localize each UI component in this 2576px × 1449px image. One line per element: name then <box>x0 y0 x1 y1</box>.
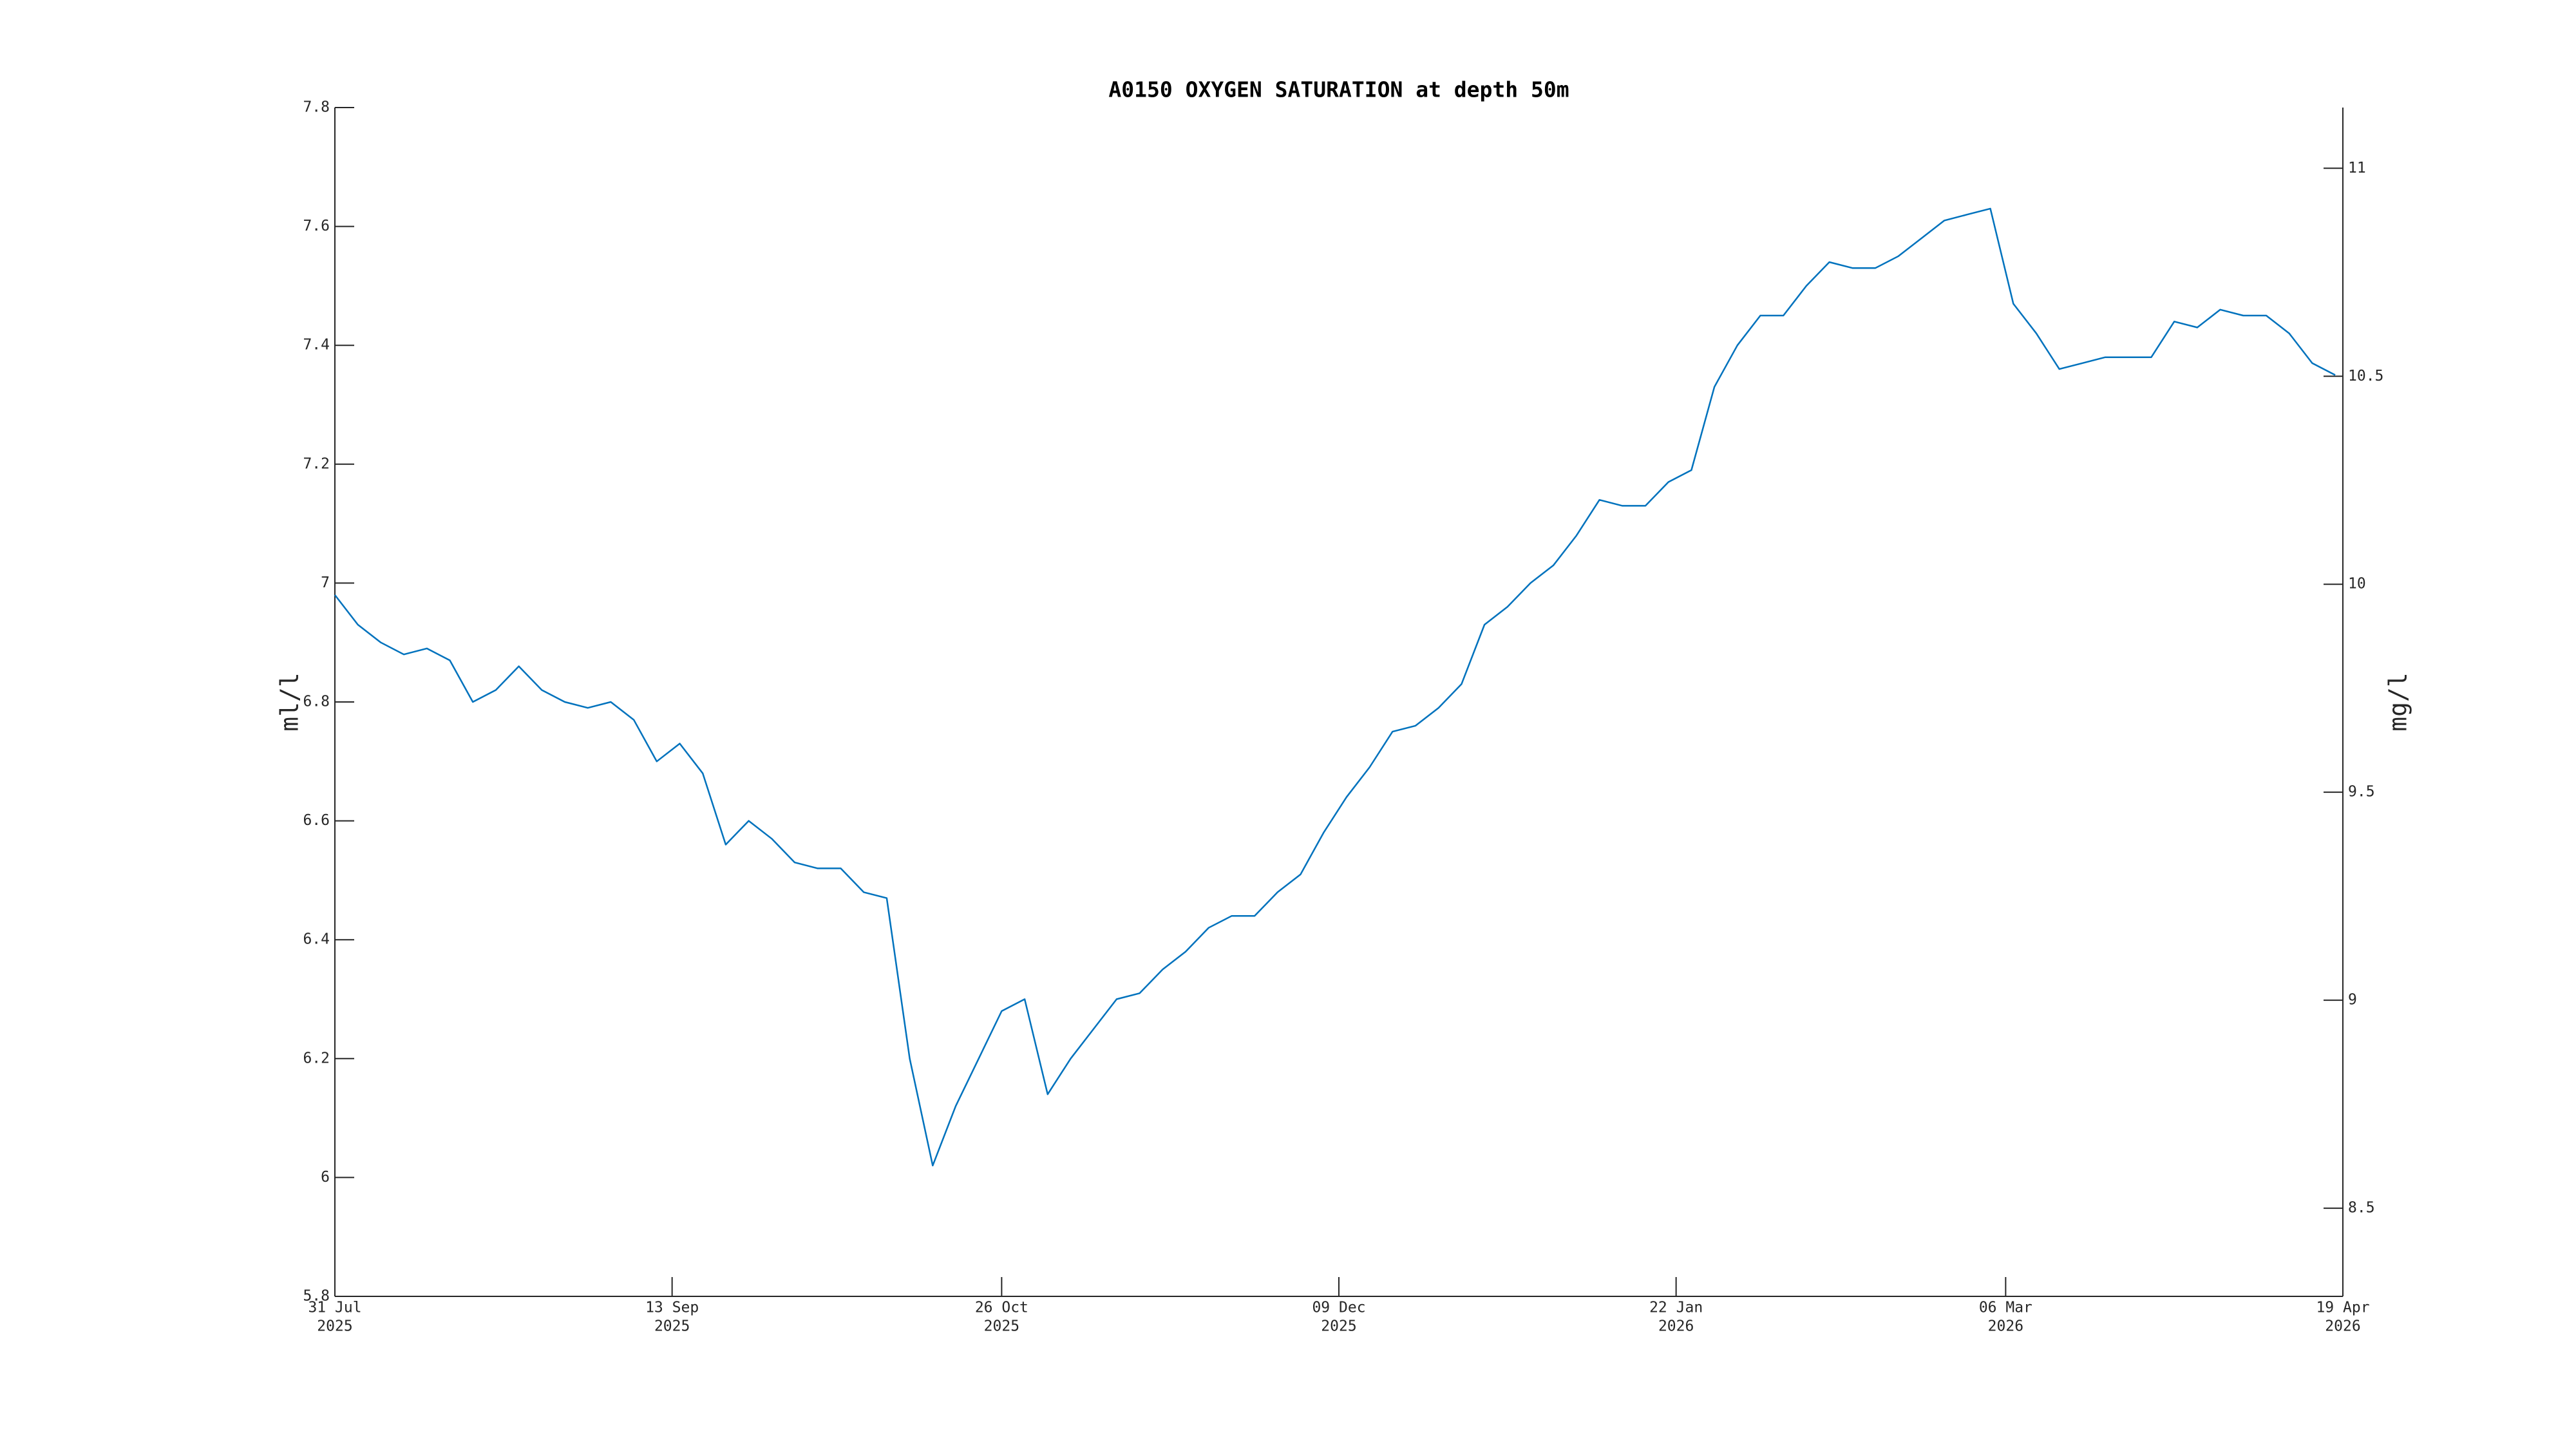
x-tick-label: 2025 <box>1321 1318 1356 1335</box>
x-tick-label: 19 Apr <box>2316 1300 2369 1316</box>
y-tick-label: 7 <box>321 574 330 591</box>
x-tick-label: 2025 <box>317 1318 352 1335</box>
y-tick-label: 6 <box>321 1169 330 1186</box>
data-line <box>334 207 2336 1167</box>
y-tick-label: 6.8 <box>303 694 330 710</box>
y2-tick-label: 9 <box>2348 992 2357 1009</box>
y-tick-label: 6.6 <box>303 812 330 829</box>
x-tick-label: 26 Oct <box>975 1300 1028 1316</box>
x-tick-label: 22 Jan <box>1649 1300 1703 1316</box>
chart-title: A0150 OXYGEN SATURATION at depth 50m <box>1108 77 1569 102</box>
y-tick-label: 5.8 <box>303 1288 330 1305</box>
x-tick-label: 31 Jul <box>308 1300 361 1316</box>
x-tick-label: 2026 <box>1658 1318 1694 1335</box>
y-tick-label: 7.4 <box>303 337 330 354</box>
x-tick-label: 2026 <box>1988 1318 2023 1335</box>
x-tick-label: 2025 <box>654 1318 690 1335</box>
y-tick-label: 7.6 <box>303 218 330 234</box>
y-tick-label: 6.4 <box>303 931 330 948</box>
y2-tick-label: 8.5 <box>2348 1200 2375 1217</box>
y-tick-label: 6.2 <box>303 1050 330 1066</box>
y2-tick-label: 9.5 <box>2348 784 2375 800</box>
y2-tick-label: 10.5 <box>2348 368 2383 384</box>
y-tick-label: 7.8 <box>303 99 330 116</box>
x-tick-label: 2025 <box>984 1318 1019 1335</box>
x-tick-label: 06 Mar <box>1979 1300 2032 1316</box>
y2-tick-label: 11 <box>2348 160 2366 176</box>
y-axis-label: ml/l <box>276 672 304 732</box>
x-tick-label: 09 Dec <box>1312 1300 1365 1316</box>
y2-axis-label: mg/l <box>2384 672 2412 732</box>
y-tick-label: 7.2 <box>303 455 330 472</box>
x-tick-label: 2026 <box>2325 1318 2360 1335</box>
x-tick-label: 13 Sep <box>645 1300 699 1316</box>
y2-tick-label: 10 <box>2348 576 2366 592</box>
